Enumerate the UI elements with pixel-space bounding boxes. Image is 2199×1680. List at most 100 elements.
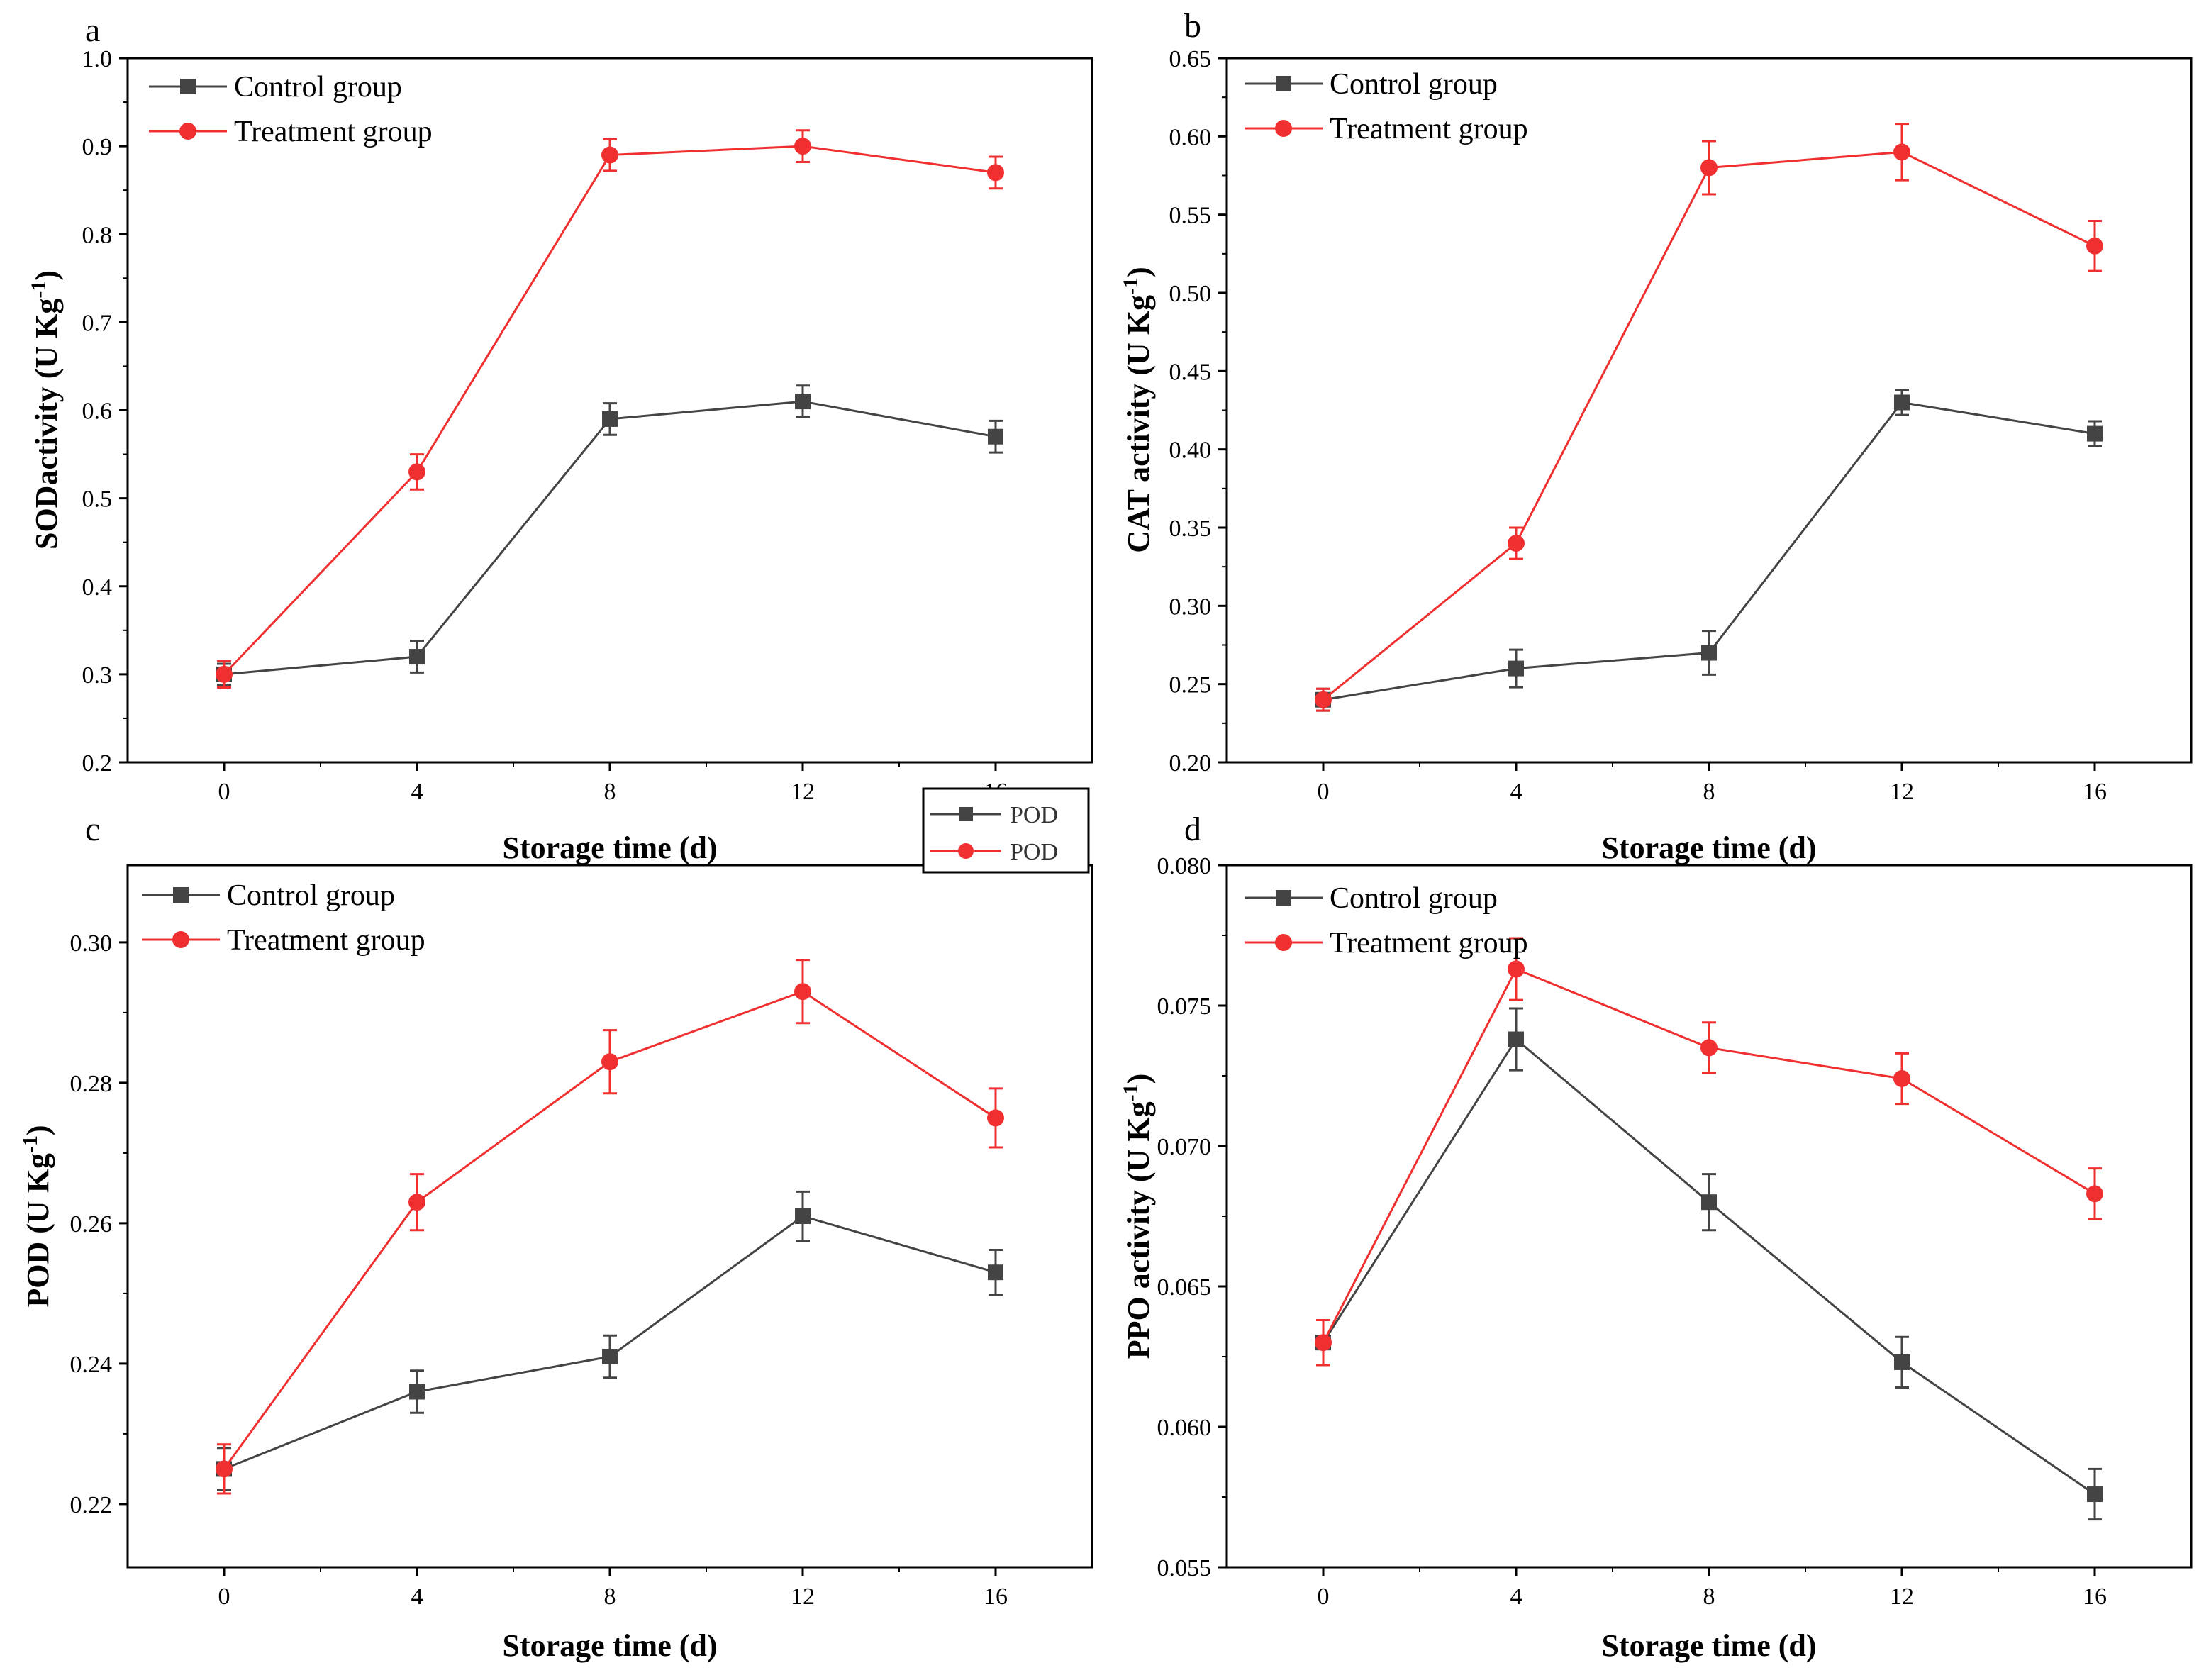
legend-label: Control group: [227, 879, 395, 912]
data-point: [795, 1208, 811, 1224]
y-axis-title-close: ): [29, 270, 64, 281]
y-axis-title-superscript: -1: [1119, 1084, 1142, 1101]
y-tick-label: 0.3: [82, 662, 113, 689]
y-axis-title: CAT activity (U Kg-1): [1119, 267, 1156, 552]
y-axis-title-superscript: -1: [18, 1135, 42, 1153]
data-point: [409, 1384, 425, 1400]
x-tick-label: 0: [218, 1584, 230, 1610]
series-treatment: [1315, 123, 2103, 712]
legend: Control group Treatment group: [149, 71, 433, 148]
data-point: [794, 138, 811, 155]
legend-marker: [1276, 890, 1291, 906]
floating-legend-label: POD: [1010, 839, 1058, 865]
x-tick-label: 0: [1318, 1584, 1330, 1610]
legend: Control group Treatment group: [1245, 882, 1528, 959]
x-axis-title: Storage time (d): [1601, 1628, 1816, 1663]
panel-letter: a: [85, 11, 100, 49]
series-control: [216, 384, 1003, 686]
panel-d: d 0.055 0.060 0.065 0.070 0.075 0.080 0 4 8 12 16 St…: [1119, 811, 2193, 1663]
y-tick-label: 0.45: [1169, 359, 1212, 385]
y-tick-label: 0.5: [82, 486, 113, 513]
y-axis-title-main: PPO activity (U Kg: [1121, 1101, 1156, 1359]
panel-letter: b: [1184, 7, 1201, 45]
y-tick-label: 0.35: [1169, 516, 1212, 542]
x-tick-label: 0: [1318, 779, 1330, 805]
y-tick-label: 0.65: [1169, 46, 1212, 72]
series-treatment: [1315, 937, 2103, 1367]
data-point: [1508, 960, 1525, 978]
data-point: [601, 1053, 618, 1071]
legend-label: Control group: [1330, 882, 1498, 915]
data-point: [1894, 394, 1910, 411]
panel-letter: d: [1184, 811, 1201, 848]
y-axis-title-main: POD (U Kg: [21, 1153, 55, 1308]
legend-label: Control group: [234, 71, 402, 104]
x-tick-label: 4: [1510, 779, 1522, 805]
data-point: [2087, 425, 2103, 442]
y-tick-label: 0.2: [82, 750, 113, 777]
y-tick-label: 0.075: [1157, 994, 1212, 1020]
y-tick-label: 1.0: [82, 46, 113, 72]
legend: Control group Treatment group: [142, 879, 425, 957]
y-tick-label: 0.55: [1169, 203, 1212, 229]
data-point: [1894, 1354, 1910, 1370]
data-point: [1508, 535, 1525, 552]
x-tick-label: 4: [411, 779, 423, 805]
data-point: [1508, 660, 1524, 677]
legend-marker: [180, 79, 196, 94]
legend-marker: [179, 123, 196, 140]
y-tick-label: 0.055: [1157, 1555, 1212, 1581]
legend-marker: [172, 931, 189, 948]
legend-marker: [173, 887, 189, 903]
data-point: [2086, 1185, 2103, 1203]
data-point: [216, 1460, 233, 1478]
panel-b: b 0.20 0.25 0.30 0.35 0.40 0.45 0.50 0.55 0.60 0.6…: [1119, 7, 2193, 865]
y-axis-title-superscript: -1: [1119, 277, 1142, 295]
y-tick-label: 0.25: [1169, 672, 1212, 699]
y-axis-title: POD (U Kg-1): [18, 1125, 55, 1307]
legend: Control group Treatment group: [1245, 68, 1528, 145]
y-tick-label: 0.40: [1169, 438, 1212, 464]
data-point: [408, 463, 425, 481]
data-point: [988, 1264, 1003, 1281]
x-tick-label: 16: [984, 1584, 1008, 1610]
x-tick-label: 16: [2083, 1584, 2107, 1610]
legend-label: Control group: [1330, 68, 1498, 101]
plot-frame: [126, 864, 1093, 1569]
y-tick-label: 0.9: [82, 134, 113, 160]
data-point: [602, 1349, 618, 1364]
y-axis-title: PPO activity (U Kg-1): [1119, 1074, 1156, 1359]
data-point: [216, 665, 233, 683]
x-tick-label: 12: [1890, 1584, 1914, 1610]
y-tick-label: 0.30: [1169, 594, 1212, 620]
x-tick-label: 16: [2083, 779, 2107, 805]
data-point: [987, 1109, 1004, 1127]
series-line: [223, 400, 996, 676]
x-tick-label: 12: [791, 1584, 815, 1610]
floating-legend-marker: [958, 843, 974, 859]
x-tick-label: 12: [1890, 779, 1914, 805]
data-point: [1315, 1334, 1332, 1352]
series-treatment: [216, 129, 1004, 689]
y-tick-label: 0.50: [1169, 281, 1212, 307]
legend-marker: [1275, 120, 1292, 137]
x-tick-label: 4: [411, 1584, 423, 1610]
y-tick-label: 0.080: [1157, 853, 1212, 879]
y-tick-label: 0.4: [82, 574, 113, 601]
legend-marker: [1276, 76, 1291, 91]
y-tick-label: 0.7: [82, 310, 113, 336]
data-point: [1700, 1039, 1718, 1057]
data-point: [2087, 1486, 2103, 1503]
data-point: [409, 649, 425, 665]
y-tick-label: 0.22: [70, 1492, 113, 1518]
floating-legend-marker: [959, 807, 973, 821]
y-tick-label: 0.060: [1157, 1415, 1212, 1441]
data-point: [988, 428, 1003, 445]
y-axis-title-close: ): [21, 1125, 55, 1135]
floating-legend: POD POD: [922, 787, 1090, 874]
data-point: [1700, 159, 1718, 177]
series-treatment: [216, 959, 1004, 1495]
y-tick-label: 0.28: [70, 1071, 113, 1097]
x-axis-title: Storage time (d): [502, 1628, 717, 1663]
